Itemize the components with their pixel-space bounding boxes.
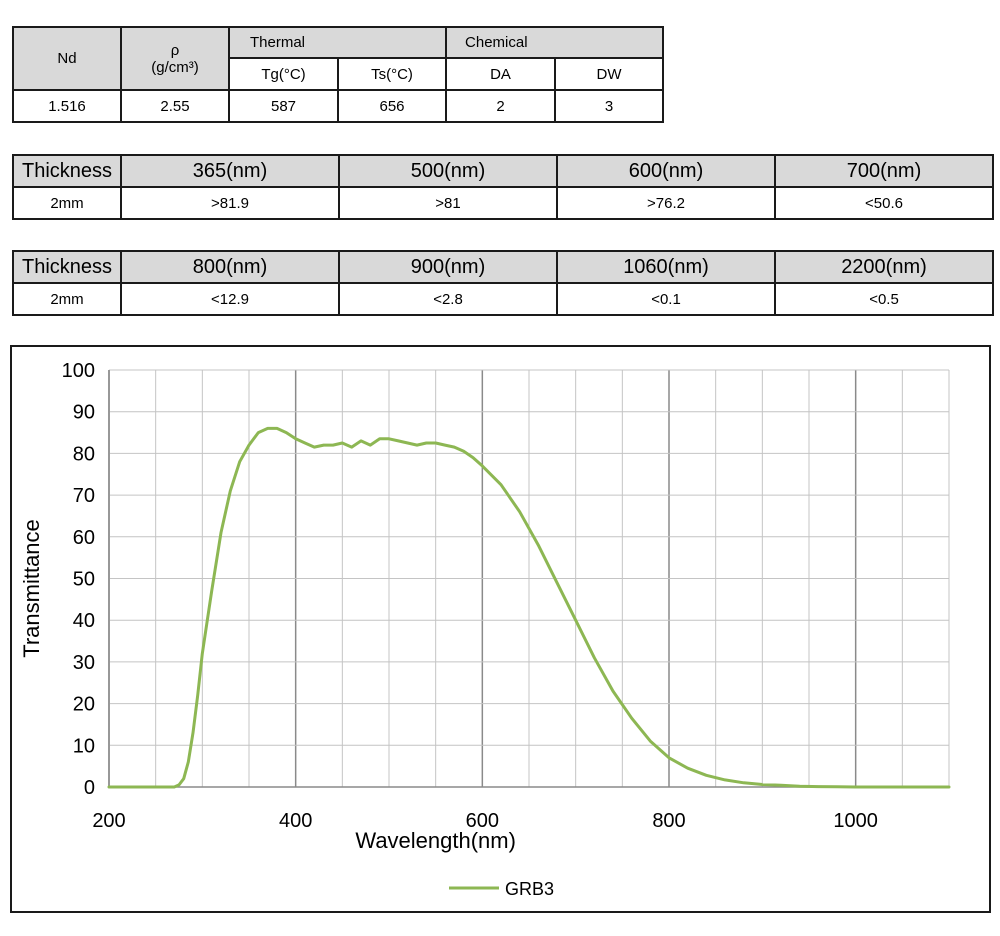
y-tick-label: 40 bbox=[73, 610, 95, 632]
x-tick-label: 200 bbox=[92, 810, 125, 832]
y-tick-label: 100 bbox=[62, 360, 95, 382]
y-tick-label: 50 bbox=[73, 569, 95, 591]
wavelength-header: 1060(nm) bbox=[556, 250, 776, 284]
transmittance-value: <50.6 bbox=[774, 186, 994, 220]
y-tick-label: 70 bbox=[73, 485, 95, 507]
da-value: 2 bbox=[445, 89, 557, 123]
transmittance-value: <0.1 bbox=[556, 282, 776, 316]
y-axis-title: Transmittance bbox=[19, 519, 44, 658]
y-tick-label: 20 bbox=[73, 694, 95, 716]
tg-value: 587 bbox=[228, 89, 339, 123]
da-header: DA bbox=[445, 57, 557, 91]
density-unit: (g/cm³) bbox=[151, 58, 199, 76]
thickness-value: 2mm bbox=[12, 282, 122, 316]
y-tick-label: 30 bbox=[73, 652, 95, 674]
transmittance-table-1: Thickness 365(nm) 500(nm) 600(nm) 700(nm… bbox=[12, 154, 994, 220]
x-tick-label: 400 bbox=[279, 810, 312, 832]
dw-header: DW bbox=[554, 57, 665, 91]
y-tick-label: 0 bbox=[84, 777, 95, 799]
transmittance-value: >81.9 bbox=[120, 186, 340, 220]
dw-value: 3 bbox=[554, 89, 665, 123]
wavelength-header: 800(nm) bbox=[120, 250, 340, 284]
wavelength-header: 700(nm) bbox=[774, 154, 994, 188]
legend-label: GRB3 bbox=[505, 879, 554, 899]
wavelength-header: 2200(nm) bbox=[774, 250, 994, 284]
y-tick-label: 90 bbox=[73, 402, 95, 424]
transmittance-table-2: Thickness 800(nm) 900(nm) 1060(nm) 2200(… bbox=[12, 250, 994, 316]
thickness-header: Thickness bbox=[12, 250, 122, 284]
rho-symbol: ρ bbox=[170, 41, 180, 59]
x-tick-label: 600 bbox=[466, 810, 499, 832]
x-tick-label: 1000 bbox=[833, 810, 878, 832]
y-tick-label: 80 bbox=[73, 443, 95, 465]
thickness-header: Thickness bbox=[12, 154, 122, 188]
transmittance-value: <12.9 bbox=[120, 282, 340, 316]
ts-header: Ts(°C) bbox=[336, 57, 448, 91]
transmittance-value: <0.5 bbox=[774, 282, 994, 316]
transmittance-value: >81 bbox=[338, 186, 558, 220]
properties-table: Nd ρ (g/cm³) Thermal Chemical Tg(°C) Ts(… bbox=[12, 26, 665, 123]
chemical-header: Chemical bbox=[445, 26, 665, 59]
wavelength-header: 500(nm) bbox=[338, 154, 558, 188]
nd-header: Nd bbox=[12, 26, 122, 91]
ts-value: 656 bbox=[336, 89, 448, 123]
density-header: ρ (g/cm³) bbox=[120, 26, 230, 91]
y-tick-label: 60 bbox=[73, 527, 95, 549]
transmittance-chart: 0 10 20 30 40 50 60 70 80 90 100 200 400 600 800 1000 Wa… bbox=[10, 345, 991, 913]
thermal-header: Thermal bbox=[227, 26, 448, 59]
x-axis-title: Wavelength(nm) bbox=[355, 828, 516, 853]
y-tick-label: 10 bbox=[73, 735, 95, 757]
wavelength-header: 365(nm) bbox=[120, 154, 340, 188]
series-line-grb3 bbox=[107, 426, 951, 789]
chart-canvas: 0 10 20 30 40 50 60 70 80 90 100 200 400 600 800 1000 Wa… bbox=[19, 360, 951, 899]
tg-header: Tg(°C) bbox=[228, 57, 339, 91]
x-tick-label: 800 bbox=[652, 810, 685, 832]
nd-value: 1.516 bbox=[12, 89, 122, 123]
wavelength-header: 900(nm) bbox=[338, 250, 558, 284]
thickness-value: 2mm bbox=[12, 186, 122, 220]
transmittance-value: >76.2 bbox=[556, 186, 776, 220]
density-value: 2.55 bbox=[120, 89, 230, 123]
transmittance-value: <2.8 bbox=[338, 282, 558, 316]
wavelength-header: 600(nm) bbox=[556, 154, 776, 188]
